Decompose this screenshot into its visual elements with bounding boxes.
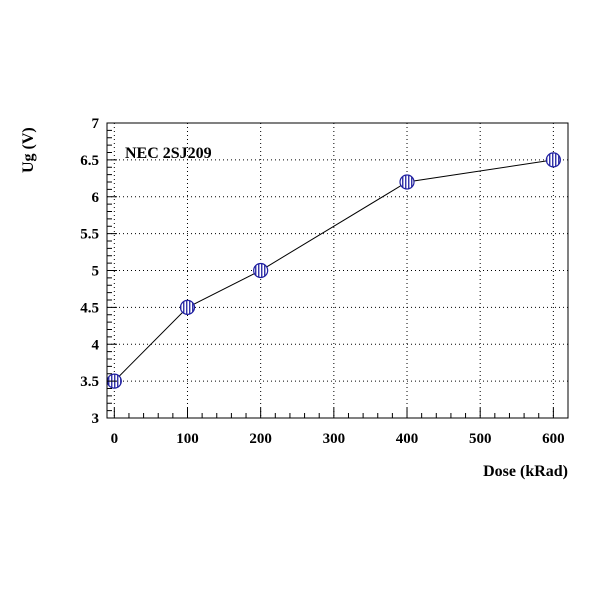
y-tick-label: 3.5 — [80, 374, 99, 390]
y-tick-label: 5 — [92, 264, 100, 280]
y-tick-label: 3 — [92, 411, 100, 427]
data-point — [545, 152, 561, 168]
chart-annotation: NEC 2SJ209 — [125, 145, 212, 162]
y-tick-label: 4 — [92, 337, 100, 353]
x-tick-label: 0 — [111, 431, 119, 447]
data-point — [399, 174, 415, 190]
x-tick-label: 600 — [542, 431, 565, 447]
grid-lines — [107, 122, 568, 419]
axis-ticks — [107, 122, 569, 419]
x-tick-label: 500 — [469, 431, 492, 447]
y-tick-label: 6 — [92, 190, 100, 206]
x-tick-label: 400 — [396, 431, 419, 447]
data-point — [253, 262, 269, 279]
y-tick-label: 5.5 — [80, 227, 99, 243]
y-tick-label: 4.5 — [80, 300, 99, 316]
x-tick-label: 100 — [176, 431, 199, 447]
y-tick-label: 6.5 — [80, 153, 99, 169]
x-tick-label: 300 — [323, 431, 346, 447]
data-point — [179, 299, 196, 315]
y-axis-title: Ug (V) — [20, 127, 37, 173]
x-axis-title: Dose (kRad) — [483, 463, 568, 480]
plot-frame — [106, 122, 569, 419]
tick-labels: 0 100 200 300 400 500 600 3 3.5 4 4.5 5 5.5 6 6.5 7 — [80, 116, 564, 447]
x-tick-label: 200 — [249, 431, 272, 447]
series-layer — [106, 152, 561, 389]
y-tick-label: 7 — [92, 116, 100, 132]
